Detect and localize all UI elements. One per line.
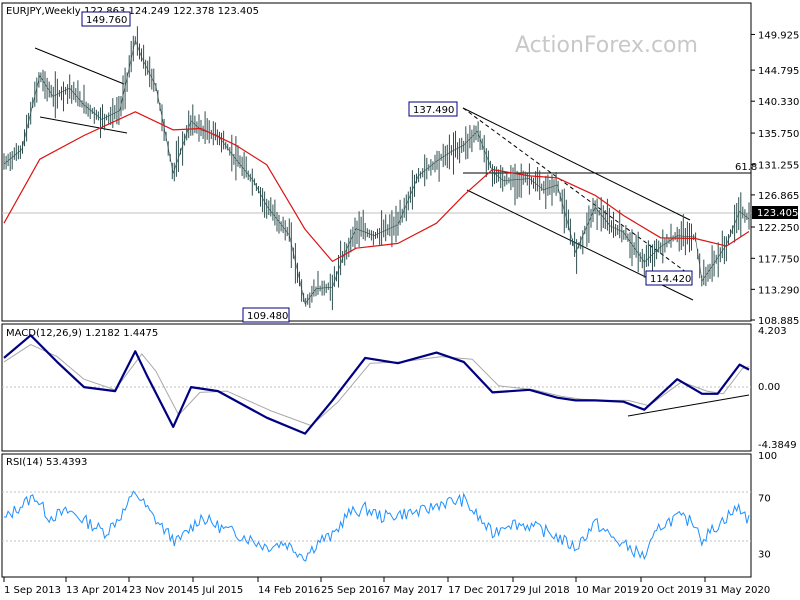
macd-title: MACD(12,26,9) 1.2182 1.4475	[6, 328, 158, 339]
annotation-high-149: 149.760	[81, 11, 131, 27]
macd-divergence-trendline	[627, 394, 750, 417]
annotation-text: 109.480	[247, 311, 288, 322]
x-tick-label: 10 Mar 2019	[576, 585, 639, 596]
rsi-y-tick-label: 70	[758, 493, 771, 504]
price-y-tick-label: 117.750	[758, 254, 799, 265]
fib-61-8-label: 61.8	[735, 162, 757, 173]
price-y-tick-label: 140.330	[758, 97, 799, 108]
annotation-text: 149.760	[86, 15, 127, 26]
macd-y-tick-label: -4.3849	[758, 440, 797, 451]
annotation-box	[408, 101, 458, 117]
rsi-line	[3, 490, 750, 562]
symbol-label: EURJPY,Weekly	[6, 6, 81, 17]
x-tick-label: 14 Feb 2016	[258, 585, 320, 596]
x-tick-label: 1 Sep 2013	[4, 585, 61, 596]
current-price-marker: 123.405	[752, 206, 798, 219]
x-tick-label: 13 Apr 2014	[66, 585, 128, 596]
axis-layer: 149.925 144.795 140.330 135.750 131.255 126.8…	[3, 30, 799, 596]
channel-upper-trendline	[462, 107, 691, 221]
rsi-panel-frame	[1, 453, 752, 578]
price-y-tick-label: 135.750	[758, 129, 799, 140]
watermark: ActionForex.com	[515, 33, 698, 58]
x-tick-label: 29 Jul 2018	[513, 585, 570, 596]
x-tick-label: 17 Dec 2017	[448, 585, 512, 596]
rsi-series-layer	[3, 490, 750, 562]
annotation-box	[645, 270, 693, 286]
price-series-layer	[3, 26, 750, 311]
macd-y-tick-label: 4.203	[758, 326, 787, 337]
x-tick-label: 23 Nov 2014	[129, 585, 193, 596]
x-tick-label: 20 Oct 2019	[641, 585, 703, 596]
macd-series-layer	[3, 334, 750, 435]
annotation-text: 114.420	[650, 274, 691, 285]
x-tick-label: 5 Jul 2015	[193, 585, 243, 596]
macd-line	[3, 334, 750, 435]
annotation-high-137: 137.490	[408, 101, 458, 117]
macd-y-tick-label: 0.00	[758, 382, 780, 393]
rsi-y-tick-label: 100	[758, 451, 777, 462]
annotation-text: 137.490	[413, 105, 454, 116]
price-close-line	[3, 39, 750, 305]
price-y-tick-label: 126.865	[758, 191, 799, 202]
price-y-tick-label: 113.290	[758, 285, 799, 296]
annotation-box	[242, 307, 290, 323]
flag-upper-trendline	[34, 47, 125, 85]
price-y-tick-label: 149.925	[758, 30, 799, 41]
annotation-box	[81, 11, 131, 27]
price-y-tick-label: 144.795	[758, 66, 799, 77]
current-price-text: 123.405	[757, 208, 798, 219]
moving-average-line	[3, 111, 750, 262]
flag-lower-trendline	[39, 116, 128, 134]
current-price-box	[752, 206, 798, 219]
rsi-title: RSI(14) 53.4393	[6, 457, 87, 468]
price-y-tick-label: 122.250	[758, 223, 799, 234]
ohlc-label: 122.863 124.249 122.378 123.405	[84, 6, 259, 17]
annotation-low-109: 109.480	[242, 307, 290, 323]
price-y-tick-label: 131.255	[758, 160, 799, 171]
price-y-tick-label: 108.885	[758, 316, 799, 327]
rsi-y-tick-label: 30	[758, 550, 771, 561]
x-tick-label: 31 May 2020	[705, 585, 770, 596]
annotation-low-114: 114.420	[645, 270, 693, 286]
price-panel-frame	[1, 2, 752, 322]
x-tick-label: 7 May 2017	[384, 585, 443, 596]
x-tick-label: 25 Sep 2016	[321, 585, 384, 596]
